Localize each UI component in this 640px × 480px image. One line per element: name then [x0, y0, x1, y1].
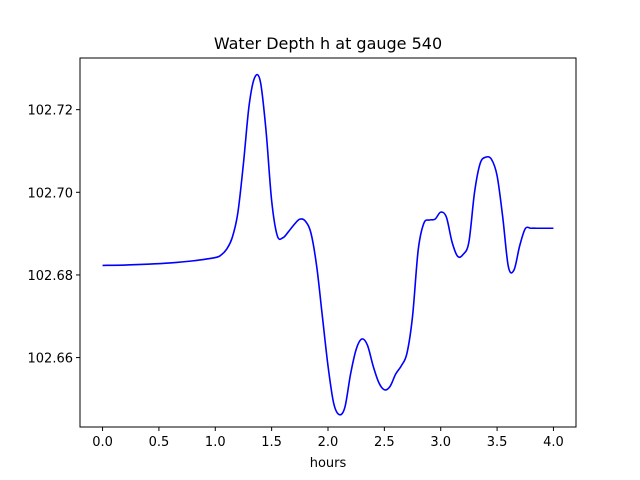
x-tick-label: 3.0 [430, 435, 451, 450]
y-tick-label: 102.68 [28, 269, 74, 284]
y-tick-label: 102.72 [28, 104, 74, 119]
x-tick-label: 0.5 [149, 435, 170, 450]
y-tick-label: 102.70 [28, 186, 74, 201]
chart-title: Water Depth h at gauge 540 [214, 34, 442, 53]
y-axis: 102.66 102.68 102.70 102.72 [28, 104, 80, 367]
x-axis: 0.0 0.5 1.0 1.5 2.0 2.5 3.0 3.5 4.0 [92, 427, 564, 450]
x-tick-label: 0.0 [92, 435, 113, 450]
y-tick-label: 102.66 [28, 352, 74, 367]
x-tick-label: 1.0 [205, 435, 226, 450]
x-tick-label: 4.0 [543, 435, 564, 450]
series-line-0 [102, 73, 554, 416]
x-axis-title: hours [310, 456, 347, 471]
x-tick-label: 1.5 [261, 435, 282, 450]
x-tick-label: 2.5 [374, 435, 395, 450]
x-tick-label: 2.0 [318, 435, 339, 450]
plot-area [102, 73, 554, 416]
x-tick-label: 3.5 [487, 435, 508, 450]
